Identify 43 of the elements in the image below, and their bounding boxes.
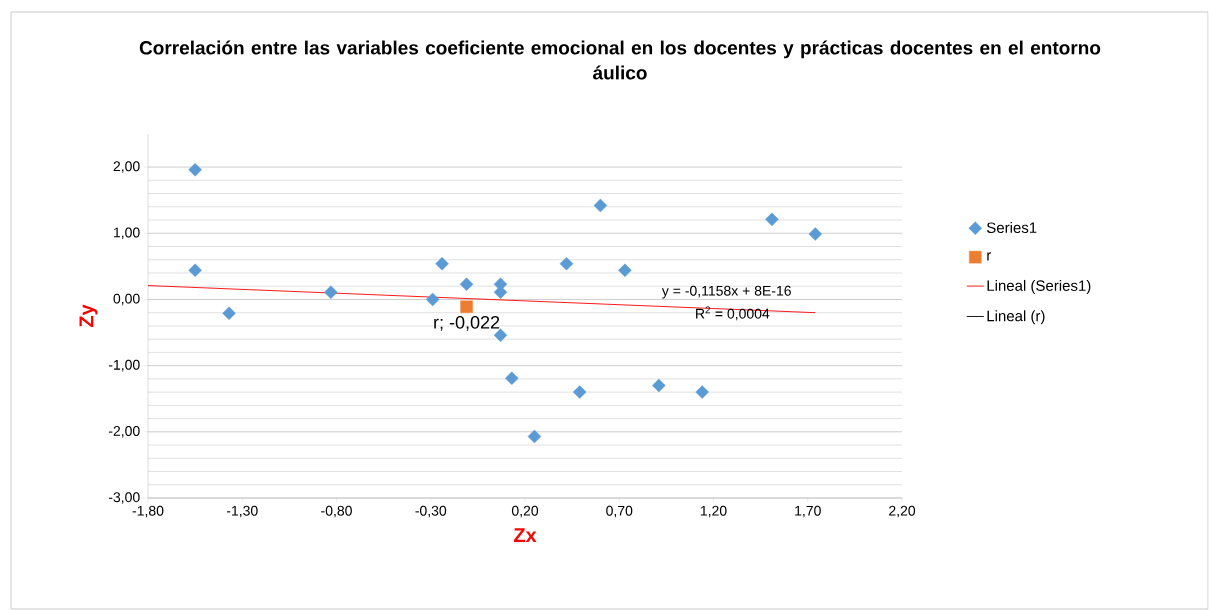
y-tick-label: -1,00 <box>108 359 140 372</box>
chart-title: Correlación entre las variables coeficiente emocional en los docentes y prácticas docentes en el entorno áulico <box>139 40 1101 80</box>
point <box>695 385 709 399</box>
legend-label: Lineal (Series1) <box>987 279 1091 294</box>
point <box>222 306 236 321</box>
annotation: R$^{2}$ = 0,0004 <box>696 306 770 321</box>
x-axis-title: Zx <box>513 528 537 542</box>
x-tick-label: 0,70 <box>606 505 633 518</box>
x-tick-label: 1,20 <box>700 505 727 518</box>
point <box>527 429 542 444</box>
legend-label: Lineal (r) <box>987 310 1045 325</box>
legend-label: Series1 <box>986 221 1037 233</box>
x-tick-label: 2,20 <box>889 505 916 518</box>
point <box>559 257 574 271</box>
point <box>593 198 608 213</box>
y-tick-label: 0,00 <box>113 293 140 306</box>
point <box>459 277 474 291</box>
point <box>425 292 440 307</box>
y-tick-label: -2,00 <box>108 426 140 438</box>
y-tick-label: 2,00 <box>113 161 140 173</box>
annotation: r; -0,022 <box>434 315 500 331</box>
x-tick-label: 0,20 <box>511 505 539 518</box>
x-tick-label: -0,80 <box>321 505 352 518</box>
point <box>808 227 823 241</box>
y-tick-label: -3,00 <box>108 492 140 504</box>
x-tick-label: -0,30 <box>415 505 447 518</box>
x-tick-label: -1,80 <box>132 505 164 518</box>
point <box>652 378 666 393</box>
point <box>324 285 338 299</box>
point <box>460 300 473 313</box>
point <box>435 257 449 271</box>
legend-label: r <box>987 252 992 261</box>
point <box>505 371 519 385</box>
x-tick-label: -1,30 <box>226 505 258 518</box>
point <box>188 263 202 278</box>
point <box>572 385 587 399</box>
y-axis-title: Zy <box>79 304 98 328</box>
x-tick-label: 1,70 <box>795 505 821 518</box>
y-tick-label: 1,00 <box>114 227 140 240</box>
point <box>765 212 779 227</box>
point <box>188 163 202 177</box>
point <box>618 263 632 278</box>
annotation: y = -0,1158x + 8E-16 <box>661 285 791 299</box>
